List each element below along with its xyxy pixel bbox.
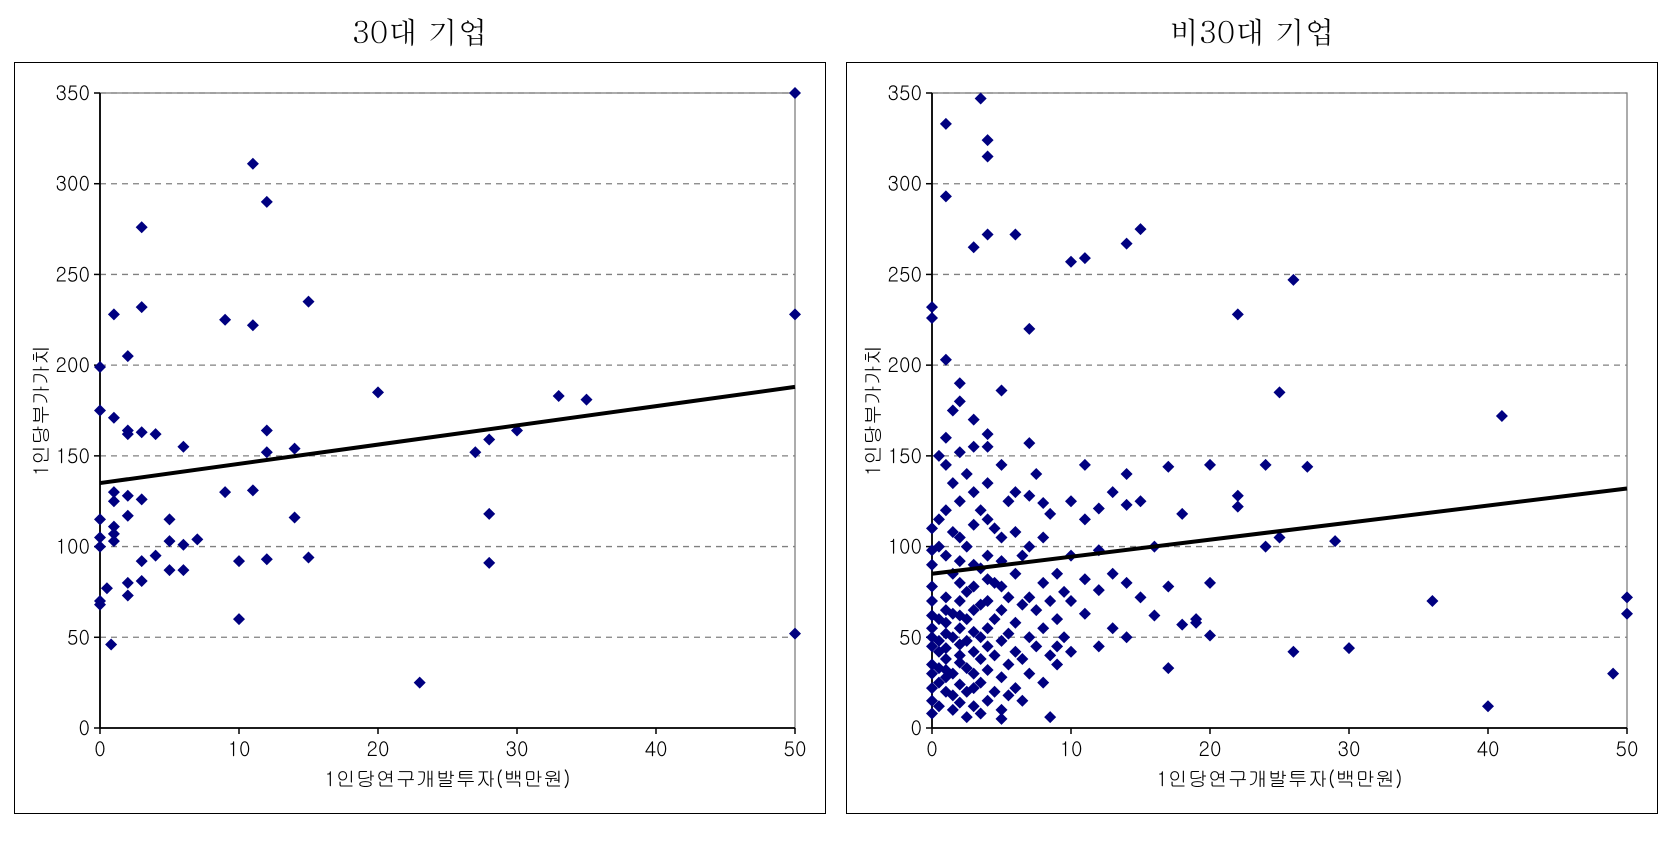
svg-text:1인당연구개발투자(백만원): 1인당연구개발투자(백만원) bbox=[1156, 763, 1402, 792]
svg-text:20: 20 bbox=[367, 733, 390, 762]
svg-text:0: 0 bbox=[926, 733, 937, 762]
svg-text:1인당연구개발투자(백만원): 1인당연구개발투자(백만원) bbox=[324, 763, 570, 792]
svg-text:20: 20 bbox=[1199, 733, 1222, 762]
svg-text:200: 200 bbox=[888, 349, 922, 378]
svg-text:30: 30 bbox=[1338, 733, 1361, 762]
svg-text:0: 0 bbox=[79, 712, 90, 741]
svg-text:40: 40 bbox=[645, 733, 668, 762]
svg-text:10: 10 bbox=[228, 733, 251, 762]
right-chart-frame: 0 50 100 150 200 250 300 350 0 10 20 30 40 50 1인당연구개발투… bbox=[846, 62, 1658, 814]
svg-text:50: 50 bbox=[67, 621, 90, 650]
svg-text:300: 300 bbox=[56, 168, 90, 197]
right-chart-title: 비30대 기업 bbox=[1169, 10, 1335, 52]
left-chart-frame: 0 50 100 150 200 250 300 350 0 10 20 30 40 50 1인당연구개발투… bbox=[14, 62, 826, 814]
svg-text:1인당부가가치: 1인당부가가치 bbox=[862, 345, 886, 476]
svg-text:250: 250 bbox=[56, 258, 90, 287]
svg-text:50: 50 bbox=[899, 621, 922, 650]
svg-text:0: 0 bbox=[911, 712, 922, 741]
right-panel: 비30대 기업 0 50 100 150 200 250 300 350 0 10 20 30 40 50… bbox=[846, 10, 1658, 814]
svg-text:150: 150 bbox=[888, 440, 922, 469]
left-panel: 30대 기업 0 50 100 150 200 250 300 350 0 10 20 30 40 50 1… bbox=[14, 10, 826, 814]
svg-text:40: 40 bbox=[1477, 733, 1500, 762]
right-chart-svg: 0 50 100 150 200 250 300 350 0 10 20 30 40 50 1인당연구개발투… bbox=[862, 78, 1642, 798]
svg-text:100: 100 bbox=[888, 531, 922, 560]
svg-text:250: 250 bbox=[888, 258, 922, 287]
svg-text:150: 150 bbox=[56, 440, 90, 469]
svg-text:100: 100 bbox=[56, 531, 90, 560]
svg-text:30: 30 bbox=[506, 733, 529, 762]
svg-text:1인당부가가치: 1인당부가가치 bbox=[30, 345, 54, 476]
svg-text:200: 200 bbox=[56, 349, 90, 378]
svg-text:0: 0 bbox=[94, 733, 105, 762]
svg-text:350: 350 bbox=[56, 78, 90, 106]
svg-text:50: 50 bbox=[784, 733, 807, 762]
svg-text:10: 10 bbox=[1060, 733, 1083, 762]
svg-text:300: 300 bbox=[888, 168, 922, 197]
left-chart-svg: 0 50 100 150 200 250 300 350 0 10 20 30 40 50 1인당연구개발투… bbox=[30, 78, 810, 798]
svg-text:50: 50 bbox=[1616, 733, 1639, 762]
left-chart-title: 30대 기업 bbox=[352, 10, 488, 52]
charts-row: 30대 기업 050100150200250300350010203040501… bbox=[10, 10, 1662, 814]
svg-text:350: 350 bbox=[888, 78, 922, 106]
